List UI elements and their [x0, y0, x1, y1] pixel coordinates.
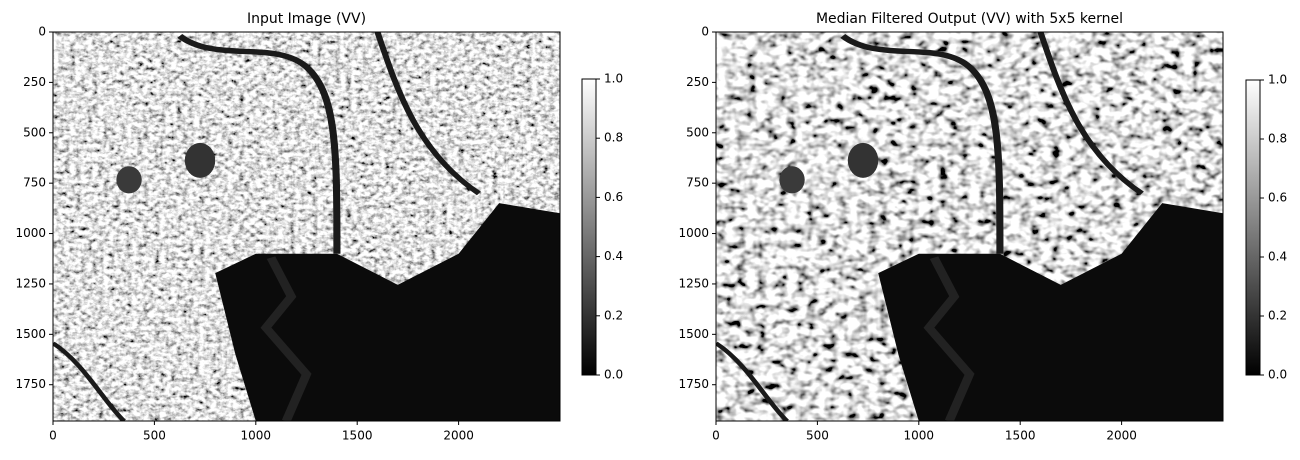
x-tick-label: 1500	[1005, 429, 1036, 443]
y-tick-label: 1500	[15, 327, 46, 341]
x-tick-label: 500	[806, 429, 829, 443]
y-tick-label: 500	[23, 125, 46, 139]
colorbar-tick-label: 0.6	[604, 190, 623, 204]
x-tick-label: 0	[712, 429, 720, 443]
y-tick-label: 1750	[678, 377, 709, 391]
y-tick-label: 750	[686, 176, 709, 190]
y-tick-label: 1000	[15, 226, 46, 240]
panel: Median Filtered Output (VV) with 5x5 ker…	[678, 11, 1287, 443]
colorbar-tick-label: 0.8	[1268, 132, 1287, 146]
y-tick-label: 500	[686, 125, 709, 139]
x-tick-label: 1000	[904, 429, 935, 443]
panel: Input Image (VV) 0 500 1000 1500 2000 0 250 500 7…	[15, 11, 623, 443]
colorbar-tick-label: 0.8	[604, 131, 623, 145]
colorbar-tick-label: 1.0	[1268, 73, 1287, 87]
colorbar-tick-label: 0.2	[1268, 309, 1287, 323]
x-tick-label: 2000	[1106, 429, 1137, 443]
axes-frame	[715, 31, 1224, 422]
colorbar	[1245, 79, 1261, 376]
chart-title: Input Image (VV)	[247, 11, 366, 27]
chart-title: Median Filtered Output (VV) with 5x5 ker…	[816, 11, 1123, 27]
y-tick-label: 250	[686, 75, 709, 89]
x-tick-label: 0	[49, 429, 57, 443]
y-tick-label: 1500	[678, 327, 709, 341]
y-tick-label: 0	[38, 25, 46, 39]
y-tick-label: 1250	[15, 276, 46, 290]
y-tick-label: 1250	[678, 276, 709, 290]
y-tick-label: 1000	[678, 226, 709, 240]
y-tick-label: 250	[23, 75, 46, 89]
colorbar-tick-label: 0.4	[1268, 250, 1287, 264]
y-tick-label: 1750	[15, 377, 46, 391]
colorbar	[581, 78, 597, 376]
x-tick-label: 1000	[241, 429, 272, 443]
x-tick-label: 2000	[443, 429, 474, 443]
axes-frame	[52, 31, 561, 422]
colorbar-tick-label: 0.4	[604, 249, 623, 263]
image	[53, 32, 560, 421]
y-tick-label: 0	[701, 25, 709, 39]
colorbar-tick-label: 0.0	[604, 368, 623, 382]
colorbar-tick-label: 0.0	[1268, 368, 1287, 382]
colorbar-tick-label: 0.2	[604, 308, 623, 322]
image	[716, 32, 1223, 421]
colorbar-tick-label: 1.0	[604, 72, 623, 86]
colorbar-tick-label: 0.6	[1268, 191, 1287, 205]
x-tick-label: 1500	[342, 429, 373, 443]
y-tick-label: 750	[23, 176, 46, 190]
x-tick-label: 500	[143, 429, 166, 443]
